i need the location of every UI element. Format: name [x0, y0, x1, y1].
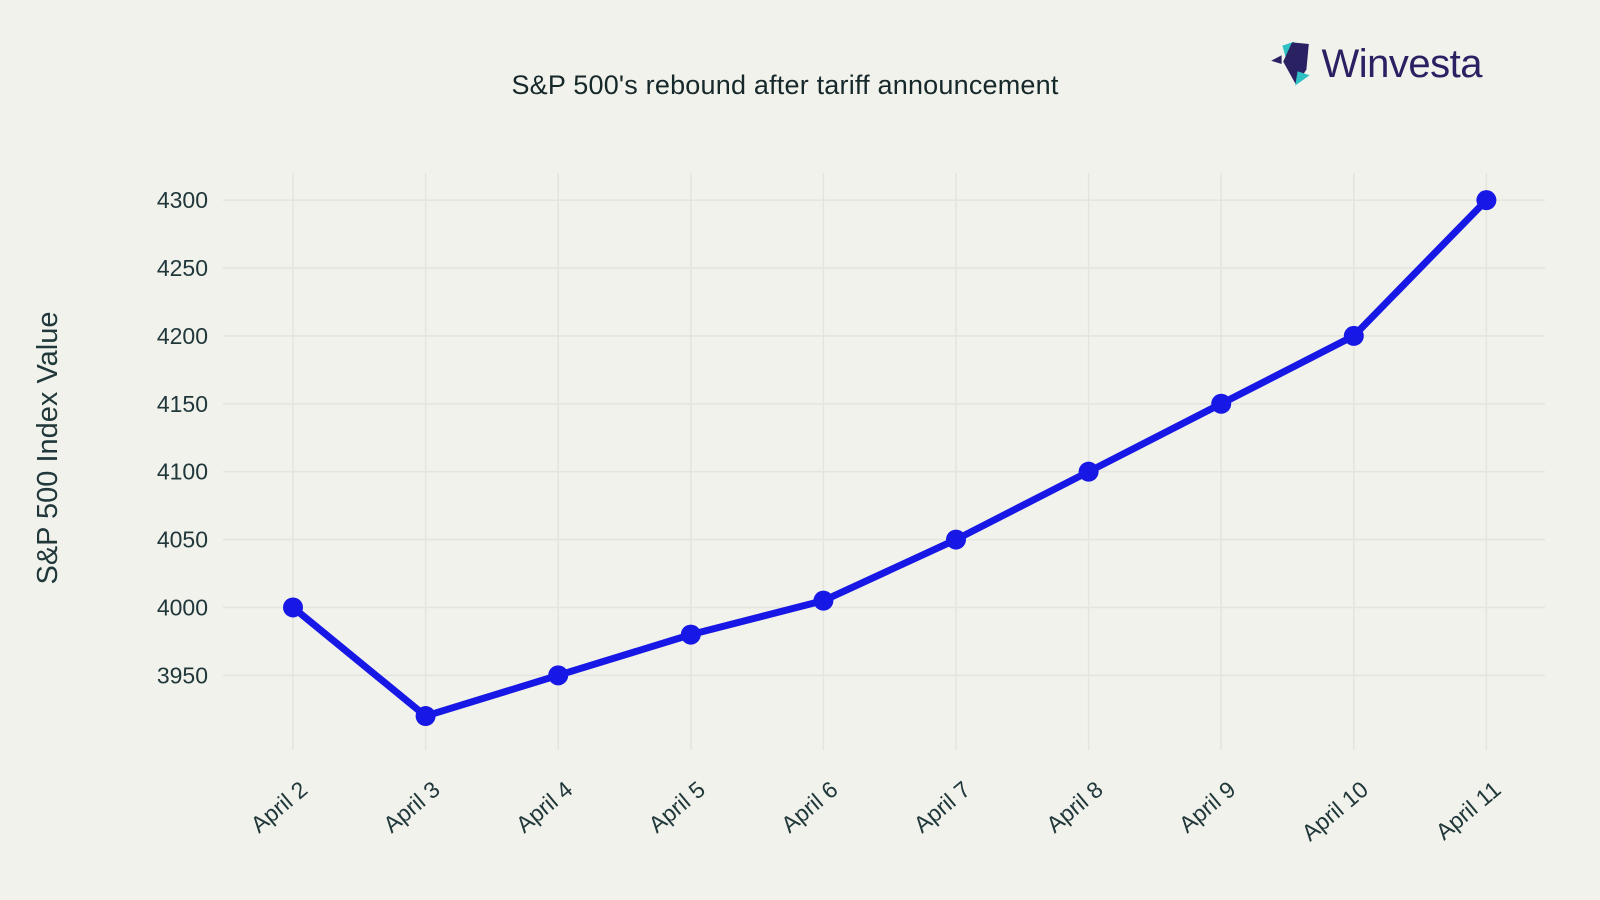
- x-tick-label: April 6: [776, 776, 843, 838]
- data-point: [283, 597, 303, 618]
- winvesta-bird-icon: [1270, 41, 1310, 86]
- data-point: [1476, 190, 1497, 211]
- x-tick-label: April 7: [909, 776, 976, 838]
- data-point: [1078, 461, 1099, 482]
- data-point: [415, 706, 436, 727]
- winvesta-logo: Winvesta: [1268, 36, 1483, 92]
- x-tick-label: April 11: [1430, 776, 1505, 845]
- x-tick-label: April 3: [378, 776, 445, 838]
- y-tick-label: 4050: [157, 527, 208, 553]
- x-tick-label: April 8: [1041, 776, 1108, 838]
- chart-title: S&P 500's rebound after tariff announcem…: [511, 70, 1059, 100]
- y-tick-label: 3950: [157, 662, 208, 688]
- y-tick-label: 4300: [157, 187, 208, 213]
- y-tick-label: 4250: [157, 255, 208, 281]
- y-tick-label: 4000: [157, 594, 208, 620]
- data-point: [1343, 325, 1364, 346]
- data-point: [680, 624, 701, 645]
- data-point: [813, 590, 834, 611]
- y-tick-label: 4200: [157, 323, 208, 349]
- data-point: [946, 529, 966, 550]
- winvesta-wordmark: Winvesta: [1321, 41, 1483, 86]
- y-tick-label: 4100: [157, 459, 208, 485]
- x-tick-label: April 4: [511, 776, 578, 838]
- data-point: [1211, 393, 1232, 414]
- y-axis-title: S&P 500 Index Value: [32, 311, 64, 584]
- x-tick-label: April 10: [1297, 776, 1373, 846]
- x-tick-label: April 9: [1174, 776, 1241, 838]
- x-tick-label: April 2: [246, 776, 313, 838]
- data-point: [548, 665, 569, 686]
- y-tick-label: 4150: [157, 391, 208, 417]
- x-tick-label: April 5: [643, 776, 710, 838]
- sp500-line-series: [289, 196, 1490, 720]
